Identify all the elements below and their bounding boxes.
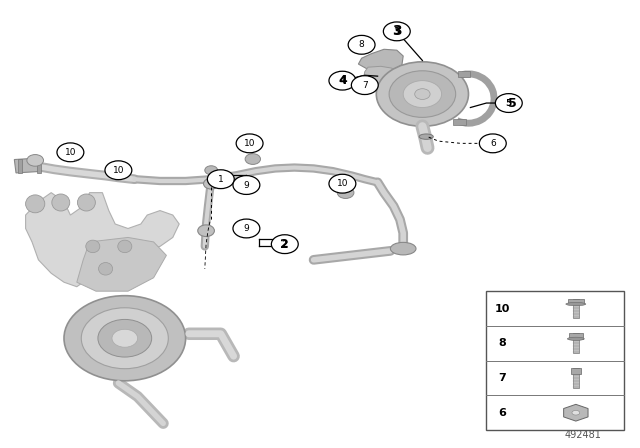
Text: 4: 4 bbox=[339, 76, 346, 85]
Polygon shape bbox=[26, 193, 179, 287]
Ellipse shape bbox=[572, 410, 580, 415]
Bar bbox=[37, 159, 41, 173]
Ellipse shape bbox=[77, 194, 95, 211]
Ellipse shape bbox=[52, 194, 70, 211]
Text: 4: 4 bbox=[338, 74, 347, 87]
Text: 3: 3 bbox=[394, 27, 400, 36]
Text: 8: 8 bbox=[359, 40, 364, 49]
Circle shape bbox=[329, 174, 356, 193]
Circle shape bbox=[245, 154, 260, 164]
Circle shape bbox=[205, 166, 218, 175]
Text: 10: 10 bbox=[113, 166, 124, 175]
Circle shape bbox=[81, 308, 168, 369]
Circle shape bbox=[57, 143, 84, 162]
Text: 5: 5 bbox=[508, 96, 516, 110]
Bar bbox=[18, 159, 22, 173]
Bar bbox=[14, 158, 40, 173]
Text: 10: 10 bbox=[244, 139, 255, 148]
Text: 2: 2 bbox=[282, 240, 288, 249]
Text: 7: 7 bbox=[499, 373, 506, 383]
Circle shape bbox=[415, 89, 430, 99]
Bar bbox=[573, 368, 579, 388]
Ellipse shape bbox=[566, 302, 586, 306]
Bar bbox=[573, 333, 579, 353]
Circle shape bbox=[376, 62, 468, 126]
Circle shape bbox=[233, 176, 260, 194]
Circle shape bbox=[98, 319, 152, 357]
Circle shape bbox=[271, 235, 298, 254]
Circle shape bbox=[105, 161, 132, 180]
Circle shape bbox=[479, 134, 506, 153]
Circle shape bbox=[383, 22, 410, 41]
Ellipse shape bbox=[118, 240, 132, 253]
Text: 1: 1 bbox=[218, 175, 223, 184]
Bar bbox=[569, 333, 583, 339]
Text: 9: 9 bbox=[244, 224, 249, 233]
Text: 7: 7 bbox=[362, 81, 367, 90]
Text: 10: 10 bbox=[65, 148, 76, 157]
Text: 2: 2 bbox=[280, 237, 289, 251]
Circle shape bbox=[389, 71, 456, 117]
Text: 5: 5 bbox=[506, 99, 512, 108]
Polygon shape bbox=[358, 49, 403, 72]
Text: 6: 6 bbox=[490, 139, 495, 148]
Text: 3: 3 bbox=[392, 24, 402, 39]
Circle shape bbox=[233, 219, 260, 238]
Circle shape bbox=[207, 170, 234, 189]
Ellipse shape bbox=[26, 195, 45, 213]
FancyBboxPatch shape bbox=[486, 291, 624, 430]
Circle shape bbox=[27, 155, 44, 166]
Ellipse shape bbox=[86, 240, 100, 253]
Bar bbox=[573, 299, 579, 319]
Text: 8: 8 bbox=[499, 338, 506, 348]
Circle shape bbox=[337, 187, 354, 198]
Ellipse shape bbox=[568, 337, 584, 340]
Polygon shape bbox=[77, 237, 166, 291]
Circle shape bbox=[348, 35, 375, 54]
Circle shape bbox=[329, 71, 356, 90]
Bar bbox=[571, 368, 581, 374]
Text: 492481: 492481 bbox=[564, 430, 602, 440]
Circle shape bbox=[403, 81, 442, 108]
Bar bbox=[458, 71, 470, 78]
Polygon shape bbox=[564, 405, 588, 421]
Polygon shape bbox=[364, 66, 397, 87]
Ellipse shape bbox=[419, 134, 433, 139]
Ellipse shape bbox=[99, 263, 113, 275]
Text: 6: 6 bbox=[499, 408, 506, 418]
Text: 9: 9 bbox=[244, 181, 249, 190]
Text: 10: 10 bbox=[495, 304, 510, 314]
Text: 10: 10 bbox=[337, 179, 348, 188]
Circle shape bbox=[198, 225, 214, 237]
Bar bbox=[453, 119, 466, 125]
Bar bbox=[568, 299, 584, 304]
Circle shape bbox=[112, 329, 138, 347]
Circle shape bbox=[495, 94, 522, 112]
Circle shape bbox=[236, 134, 263, 153]
Circle shape bbox=[204, 178, 219, 189]
Circle shape bbox=[64, 296, 186, 381]
Circle shape bbox=[351, 76, 378, 95]
Ellipse shape bbox=[390, 242, 416, 255]
